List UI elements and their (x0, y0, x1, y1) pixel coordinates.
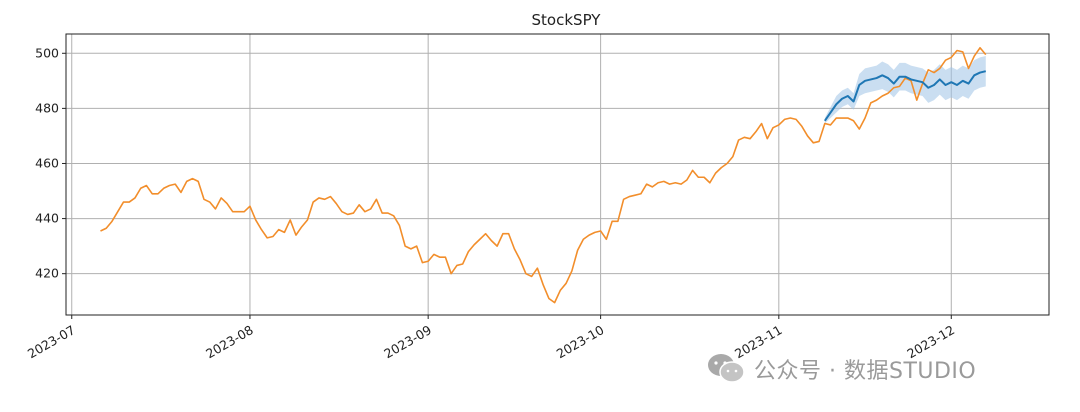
chart-title: StockSPY (532, 11, 602, 29)
x-tick-label: 2023-10 (554, 322, 607, 361)
plot-frame (65, 33, 1050, 316)
x-tick-label: 2023-08 (203, 322, 256, 361)
series-layer (100, 46, 987, 304)
y-tick-label: 480 (35, 100, 59, 115)
x-tick-label: 2023-09 (381, 322, 434, 361)
watermark: 公众号 · 数据STUDIO (706, 352, 976, 386)
confidence-band-layer (824, 56, 986, 124)
confidence-band (824, 56, 986, 124)
y-tick-label: 500 (35, 45, 59, 60)
y-tick-label: 440 (35, 211, 59, 226)
axes: 420 440 460 480 500 2023-07 2023-08 2023-09 2023… (25, 45, 957, 361)
wechat-icon (708, 354, 745, 383)
y-tick-label: 420 (35, 266, 59, 281)
x-tick-label: 2023-07 (25, 322, 78, 361)
series-line (100, 46, 987, 304)
watermark-text: 公众号 · 数据STUDIO (754, 359, 977, 384)
y-tick-label: 460 (35, 155, 59, 170)
